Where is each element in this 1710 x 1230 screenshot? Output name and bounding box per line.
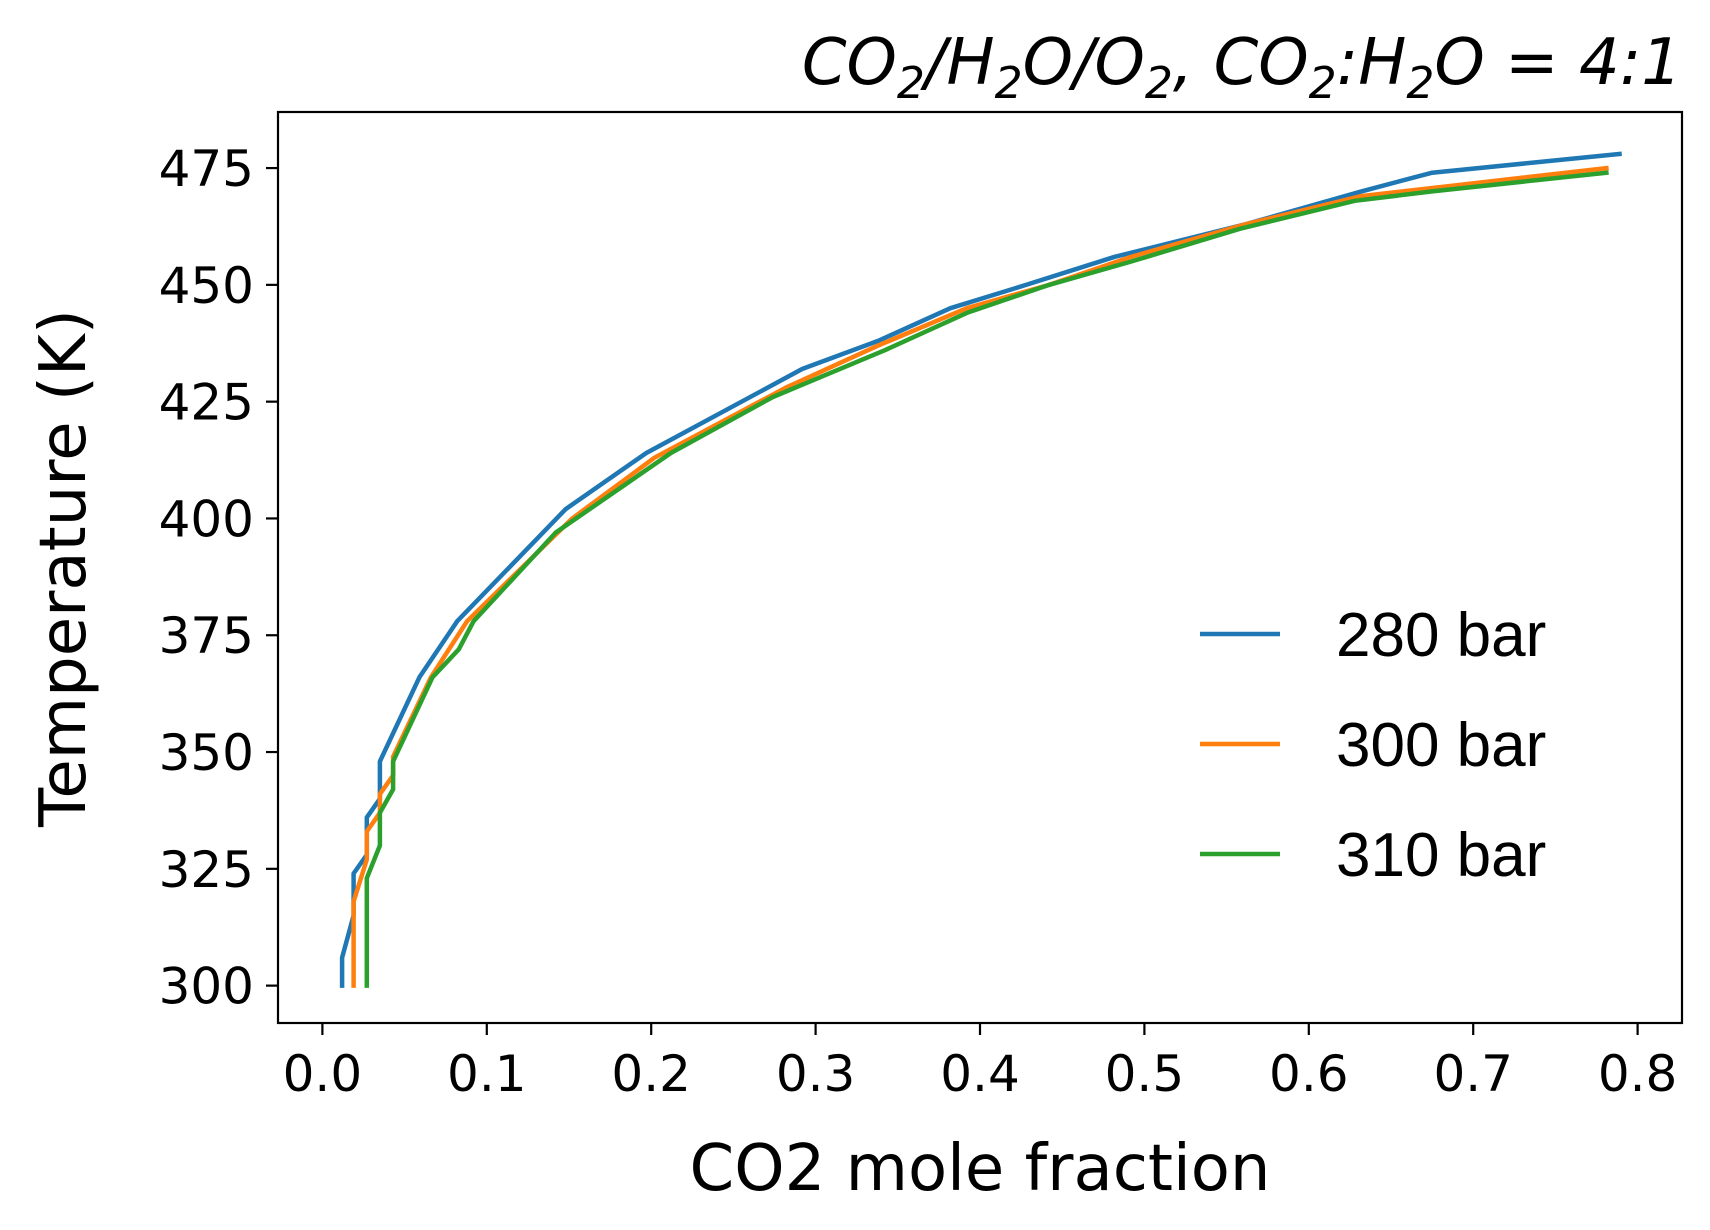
x-tick-label: 0.3 bbox=[776, 1045, 856, 1103]
legend-label: 280 bar bbox=[1336, 601, 1546, 670]
title-part: 2 bbox=[1309, 58, 1337, 109]
title-part: :H bbox=[1337, 26, 1407, 100]
x-tick-label: 0.7 bbox=[1433, 1045, 1513, 1103]
plot-series bbox=[339, 151, 1622, 988]
series-line-310-bar bbox=[364, 170, 1609, 988]
title-part: 2 bbox=[1145, 58, 1173, 109]
x-tick-label: 0.0 bbox=[283, 1045, 363, 1103]
y-tick-label: 325 bbox=[159, 841, 254, 899]
y-tick-label: 425 bbox=[159, 374, 254, 432]
title-part: 2 bbox=[897, 58, 925, 109]
x-tick-label: 0.5 bbox=[1105, 1045, 1185, 1103]
x-axis: 0.0 0.1 0.2 0.3 0.4 0.5 0.6 0.7 0.8 bbox=[283, 1023, 1678, 1103]
x-tick-label: 0.8 bbox=[1598, 1045, 1678, 1103]
title-part: , CO bbox=[1173, 26, 1309, 100]
title-part: O = 4:1 bbox=[1434, 26, 1682, 100]
y-axis: 300 325 350 375 400 425 450 475 bbox=[159, 140, 278, 1016]
plot-frame bbox=[276, 110, 1684, 1025]
x-tick-label: 0.1 bbox=[447, 1045, 527, 1103]
y-tick-label: 300 bbox=[159, 958, 254, 1016]
y-tick-label: 375 bbox=[159, 607, 254, 665]
y-tick-label: 400 bbox=[159, 490, 254, 548]
y-tick-label: 350 bbox=[159, 724, 254, 782]
legend-label: 300 bar bbox=[1336, 711, 1546, 780]
legend-label: 310 bar bbox=[1336, 821, 1546, 890]
title-part: 2 bbox=[1406, 58, 1434, 109]
chart-title: CO2/H2O/O2, CO2:H2O = 4:1 bbox=[802, 26, 1682, 109]
x-axis-label: CO2 mole fraction bbox=[690, 1132, 1271, 1206]
legend: 280 bar 300 bar 310 bar bbox=[1200, 601, 1546, 890]
title-part: 2 bbox=[995, 58, 1023, 109]
x-tick-label: 0.4 bbox=[940, 1045, 1020, 1103]
title-part: O/O bbox=[1023, 26, 1145, 100]
x-tick-label: 0.6 bbox=[1269, 1045, 1349, 1103]
y-axis-label: Temperature (K) bbox=[27, 309, 101, 828]
title-part: CO bbox=[802, 26, 897, 100]
title-part: /H bbox=[920, 26, 995, 100]
x-tick-label: 0.2 bbox=[611, 1045, 691, 1103]
y-tick-label: 450 bbox=[159, 257, 254, 315]
y-tick-label: 475 bbox=[159, 140, 254, 198]
